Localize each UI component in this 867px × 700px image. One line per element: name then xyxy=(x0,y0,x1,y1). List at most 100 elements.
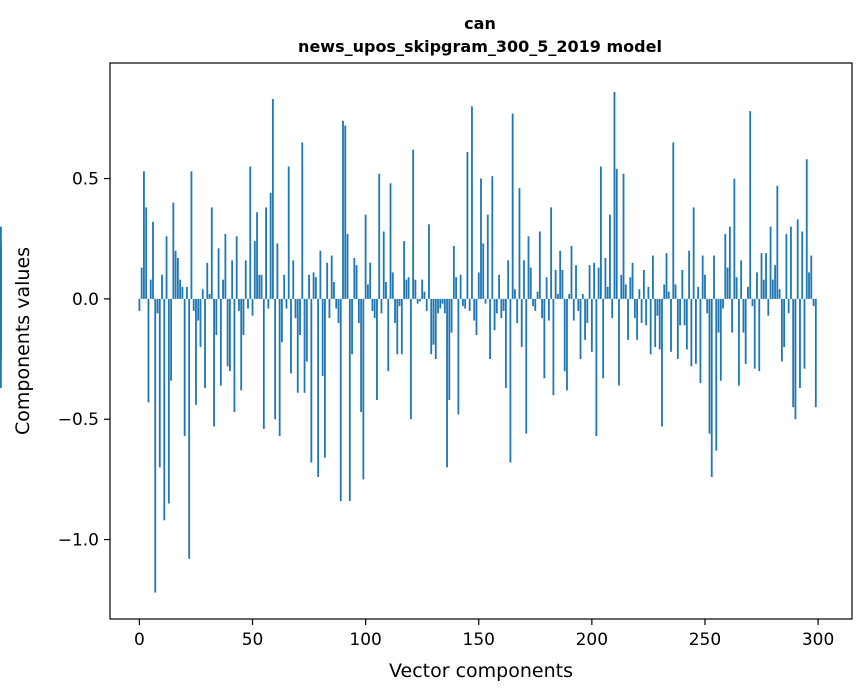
bar-266 xyxy=(740,260,743,299)
bar-164 xyxy=(509,298,512,463)
bar-49 xyxy=(249,166,252,299)
bar-178 xyxy=(541,298,543,319)
bar-165 xyxy=(511,113,514,299)
bar-188 xyxy=(563,298,566,372)
bar-298 xyxy=(812,298,815,307)
y-tick-label: −0.5 xyxy=(58,410,99,430)
bar-67 xyxy=(290,298,292,374)
bar-135 xyxy=(443,298,446,314)
bar-241 xyxy=(683,298,686,326)
x-tick-label: 250 xyxy=(689,630,721,650)
bar-95 xyxy=(353,257,356,299)
bar-184 xyxy=(554,270,557,299)
bar-122 xyxy=(414,279,417,299)
bar-undefined xyxy=(0,298,2,360)
bar-129 xyxy=(430,298,433,355)
bar-109 xyxy=(385,282,387,299)
bar-48 xyxy=(247,298,249,309)
bar-248 xyxy=(699,298,702,384)
bar-22 xyxy=(188,298,191,559)
bar-6 xyxy=(152,221,154,299)
bar-296 xyxy=(808,272,810,299)
x-tick-label: 200 xyxy=(576,630,608,650)
bar-153 xyxy=(484,298,487,304)
bar-268 xyxy=(744,298,747,364)
bar-139 xyxy=(452,245,455,299)
bar-117 xyxy=(403,241,405,299)
bar-57 xyxy=(267,298,270,309)
bar-167 xyxy=(516,298,519,323)
bar-256 xyxy=(717,298,720,333)
bar-63 xyxy=(281,298,283,343)
bar-151 xyxy=(480,178,482,299)
bar-150 xyxy=(477,272,480,299)
bar-127 xyxy=(425,298,428,311)
bar-2 xyxy=(143,171,145,299)
bar-30 xyxy=(206,262,209,299)
bar-216 xyxy=(627,298,629,340)
bar-247 xyxy=(697,286,700,299)
bar-12 xyxy=(165,236,168,299)
bar-72 xyxy=(301,142,304,299)
bar-140 xyxy=(455,277,458,299)
bar-218 xyxy=(631,262,634,299)
bar-228 xyxy=(654,298,657,348)
bar-176 xyxy=(536,291,539,299)
bar-17 xyxy=(176,257,179,299)
bar-8 xyxy=(156,298,159,314)
bar-4 xyxy=(147,298,150,403)
bar-182 xyxy=(550,207,553,299)
bar-217 xyxy=(629,277,632,299)
bar-159 xyxy=(498,274,500,299)
plot-area-frame xyxy=(109,62,853,620)
bar-46 xyxy=(242,298,245,335)
bar-259 xyxy=(724,233,727,299)
bar-75 xyxy=(308,274,310,299)
bar-215 xyxy=(624,284,627,299)
bar-133 xyxy=(439,298,442,309)
bar-180 xyxy=(545,277,548,299)
bar-152 xyxy=(482,243,485,299)
bar-21 xyxy=(186,286,188,299)
bar-102 xyxy=(369,262,372,299)
bar-294 xyxy=(803,298,806,369)
bar-114 xyxy=(396,298,399,355)
chart-subtitle: news_upos_skipgram_300_5_2019 model xyxy=(298,37,662,56)
bar-52 xyxy=(256,212,258,299)
bar-285 xyxy=(783,298,786,348)
bar-214 xyxy=(622,173,625,299)
bar-276 xyxy=(762,279,765,299)
bar-292 xyxy=(799,298,801,388)
bar-172 xyxy=(527,236,530,299)
bar-183 xyxy=(552,298,555,396)
bar-239 xyxy=(679,298,681,326)
bar-82 xyxy=(324,298,326,458)
bar-41 xyxy=(231,260,234,299)
bar-208 xyxy=(609,214,611,299)
bar-86 xyxy=(333,282,335,299)
bar-222 xyxy=(640,298,643,323)
bar-229 xyxy=(656,298,659,316)
bar-141 xyxy=(457,298,460,415)
bar-192 xyxy=(572,298,575,321)
bars xyxy=(0,91,817,593)
bar-233 xyxy=(665,253,668,299)
bar-66 xyxy=(287,166,290,299)
bar-225 xyxy=(647,286,650,299)
bar-270 xyxy=(749,111,752,299)
bar-199 xyxy=(588,265,591,299)
bar-290 xyxy=(794,298,797,420)
bar-189 xyxy=(566,298,568,391)
bar-280 xyxy=(771,279,774,299)
bar-206 xyxy=(604,257,607,299)
bar-106 xyxy=(378,173,381,299)
bar-283 xyxy=(778,289,781,299)
bar-54 xyxy=(260,274,263,299)
bar-113 xyxy=(394,298,396,323)
bar-295 xyxy=(805,159,808,299)
bar-18 xyxy=(179,279,182,299)
bar-242 xyxy=(685,298,688,350)
bar-194 xyxy=(577,298,580,311)
